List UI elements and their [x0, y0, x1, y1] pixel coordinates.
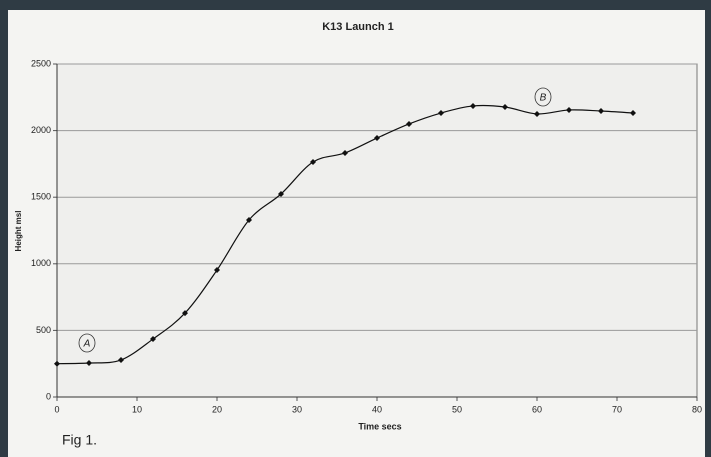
y-tick-label: 2500 [31, 58, 51, 68]
y-tick-label: 1000 [31, 258, 51, 268]
annotation-circle [78, 333, 96, 353]
marker [438, 110, 444, 117]
x-tick-label: 80 [692, 404, 702, 414]
marker [310, 159, 316, 166]
marker [182, 310, 188, 317]
marker [566, 106, 572, 113]
x-tick-label: 20 [212, 404, 222, 414]
annotation: A [83, 339, 91, 350]
marker [342, 149, 348, 156]
marker [54, 360, 60, 367]
marker [86, 360, 92, 367]
y-tick-label: 1500 [31, 192, 51, 202]
x-tick-label: 30 [292, 404, 302, 414]
annotation: B [540, 93, 547, 104]
y-tick-label: 500 [36, 325, 51, 335]
chart-title: K13 Launch 1 [322, 21, 394, 33]
annotation-circle [534, 87, 552, 107]
x-tick-label: 50 [452, 404, 462, 414]
y-tick-label: 0 [46, 391, 51, 401]
marker [214, 267, 220, 274]
marker [246, 216, 252, 223]
caption: Fig 1. [62, 432, 97, 448]
marker [406, 120, 412, 127]
y-tick-label: 2000 [31, 125, 51, 135]
marker [118, 356, 124, 363]
marker [374, 135, 380, 142]
plot-area [56, 63, 698, 398]
x-tick-label: 0 [54, 404, 59, 414]
x-tick-label: 10 [132, 404, 142, 414]
x-tick-label: 60 [532, 404, 542, 414]
marker [598, 108, 604, 115]
x-tick-label: 70 [612, 404, 622, 414]
y-axis-label: Height msl [14, 211, 23, 252]
x-axis-label: Time secs [358, 421, 401, 431]
marker [502, 104, 508, 111]
marker [470, 102, 476, 109]
marker [150, 336, 156, 343]
marker [630, 110, 636, 117]
x-tick-label: 40 [372, 404, 382, 414]
marker [534, 110, 540, 117]
marker [278, 191, 284, 198]
